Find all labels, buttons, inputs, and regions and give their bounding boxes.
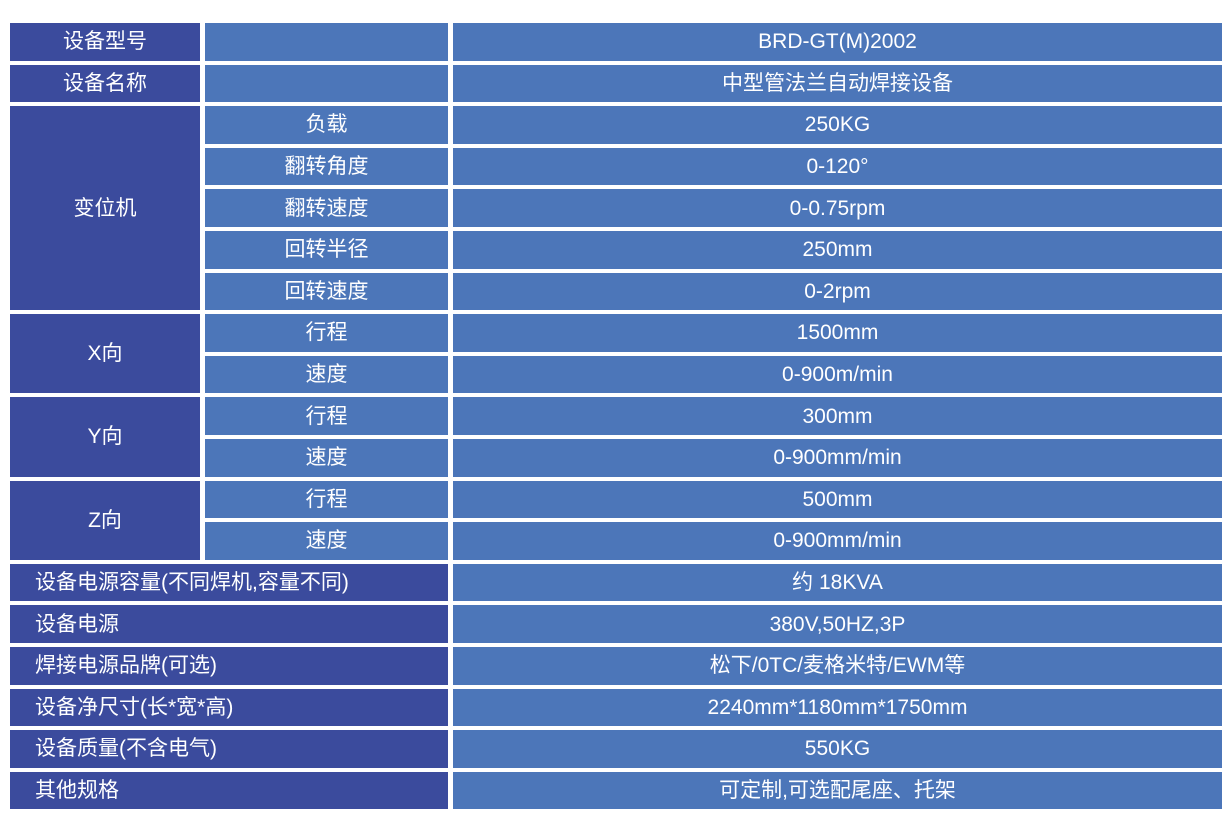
power-capacity-label: 设备电源容量(不同焊机,容量不同) <box>10 563 448 602</box>
net-dimensions-label: 设备净尺寸(长*宽*高) <box>10 688 448 727</box>
param-label: 回转半径 <box>205 230 448 269</box>
equipment-spec-table: 设备型号 BRD-GT(M)2002 设备名称 中型管法兰自动焊接设备 变位机 … <box>10 23 1222 810</box>
welding-source-brand-label: 焊接电源品牌(可选) <box>10 646 448 685</box>
other-specs-label: 其他规格 <box>10 771 448 810</box>
param-value: 0-900mm/min <box>453 438 1222 477</box>
param-value: 250KG <box>453 106 1222 144</box>
param-value: 0-900mm/min <box>453 522 1222 560</box>
other-specs-value: 可定制,可选配尾座、托架 <box>453 771 1222 810</box>
param-label: 负载 <box>205 106 448 144</box>
param-label: 行程 <box>205 480 448 519</box>
param-label: 翻转速度 <box>205 189 448 227</box>
param-value: 1500mm <box>453 314 1222 352</box>
net-dimensions-value: 2240mm*1180mm*1750mm <box>453 688 1222 727</box>
param-label: 翻转角度 <box>205 147 448 186</box>
power-supply-label: 设备电源 <box>10 605 448 643</box>
group-label-z-axis: Z向 <box>10 480 200 560</box>
device-name-value: 中型管法兰自动焊接设备 <box>453 64 1222 103</box>
power-supply-value: 380V,50HZ,3P <box>453 605 1222 643</box>
empty-cell <box>205 64 448 103</box>
param-value: 0-0.75rpm <box>453 189 1222 227</box>
param-label: 行程 <box>205 397 448 435</box>
param-label: 回转速度 <box>205 272 448 311</box>
param-value: 0-120° <box>453 147 1222 186</box>
param-value: 500mm <box>453 480 1222 519</box>
group-label-x-axis: X向 <box>10 314 200 394</box>
device-weight-value: 550KG <box>453 730 1222 768</box>
param-value: 0-2rpm <box>453 272 1222 311</box>
device-model-value: BRD-GT(M)2002 <box>453 23 1222 61</box>
param-label: 行程 <box>205 314 448 352</box>
param-label: 速度 <box>205 438 448 477</box>
power-capacity-value: 约 18KVA <box>453 563 1222 602</box>
device-model-label: 设备型号 <box>10 23 200 61</box>
empty-cell <box>205 23 448 61</box>
param-value: 0-900m/min <box>453 355 1222 394</box>
param-value: 300mm <box>453 397 1222 435</box>
device-weight-label: 设备质量(不含电气) <box>10 730 448 768</box>
param-value: 250mm <box>453 230 1222 269</box>
param-label: 速度 <box>205 355 448 394</box>
group-label-y-axis: Y向 <box>10 397 200 477</box>
group-label-positioner: 变位机 <box>10 106 200 311</box>
param-label: 速度 <box>205 522 448 560</box>
device-name-label: 设备名称 <box>10 64 200 103</box>
welding-source-brand-value: 松下/0TC/麦格米特/EWM等 <box>453 646 1222 685</box>
